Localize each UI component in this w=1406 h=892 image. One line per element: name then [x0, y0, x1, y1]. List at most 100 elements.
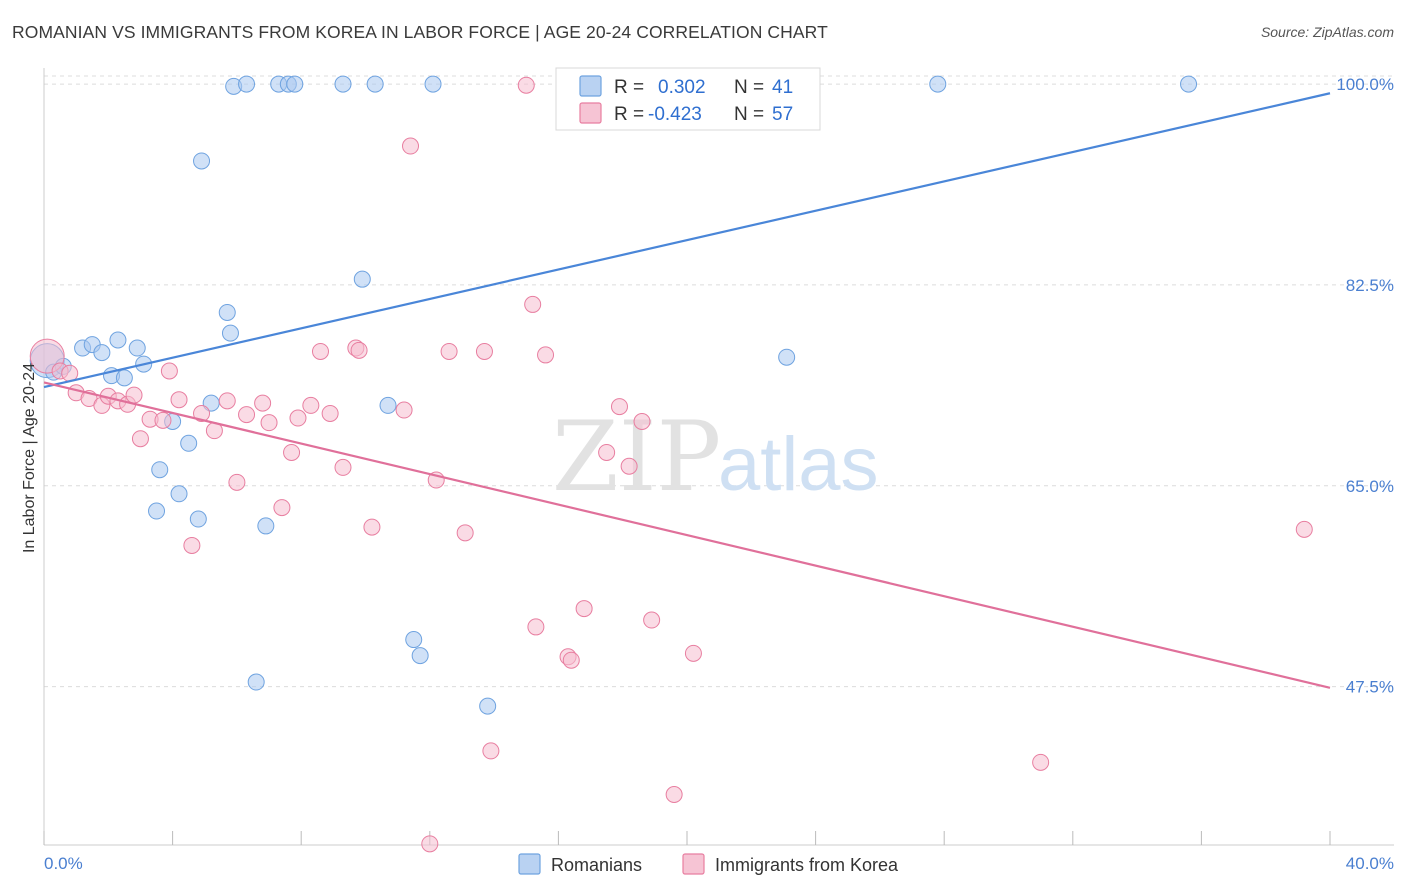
point-korea	[562, 651, 580, 669]
point-korea	[238, 406, 256, 424]
point-romanians	[353, 270, 371, 288]
point-korea	[131, 430, 149, 448]
point-korea	[350, 341, 368, 359]
point-korea	[482, 742, 500, 760]
point-korea	[302, 396, 320, 414]
point-romanians	[151, 461, 169, 479]
point-korea	[517, 76, 535, 94]
legend-swatch-korea	[579, 102, 602, 124]
point-korea	[456, 524, 474, 542]
legend-n-label-2: N =	[734, 104, 764, 125]
point-korea	[395, 401, 413, 419]
point-korea	[537, 346, 555, 364]
bottom-legend-swatch-romanians	[518, 853, 541, 875]
point-korea	[524, 295, 542, 313]
point-korea	[1295, 520, 1313, 538]
point-korea	[421, 835, 439, 853]
y-tick-label: 82.5%	[1346, 276, 1394, 295]
grid-lines	[44, 75, 1394, 688]
legend-n-value-korea: 57	[772, 104, 793, 125]
point-romanians	[424, 75, 442, 93]
point-korea	[575, 600, 593, 618]
point-korea	[475, 342, 493, 360]
series-legend: Romanians Immigrants from Korea	[518, 853, 899, 875]
point-romanians	[238, 75, 256, 93]
point-korea	[289, 409, 307, 427]
x-tick-label-min: 0.0%	[44, 854, 83, 873]
x-tick-label-max: 40.0%	[1346, 854, 1394, 873]
point-korea	[620, 457, 638, 475]
point-romanians	[929, 75, 947, 93]
y-tick-labels: 47.5% 65.0% 82.5% 100.0%	[1336, 75, 1394, 697]
point-romanians	[379, 396, 397, 414]
point-romanians	[411, 647, 429, 665]
point-romanians	[405, 631, 423, 649]
point-romanians	[366, 75, 384, 93]
point-korea	[183, 536, 201, 554]
point-romanians	[218, 303, 236, 321]
point-romanians	[257, 517, 275, 535]
point-romanians	[778, 348, 796, 366]
legend-n-label-1: N =	[734, 77, 764, 98]
chart-title: ROMANIAN VS IMMIGRANTS FROM KOREA IN LAB…	[12, 22, 828, 42]
y-tick-label: 47.5%	[1346, 678, 1394, 697]
point-korea	[610, 398, 628, 416]
point-romanians	[479, 697, 497, 715]
point-korea	[273, 499, 291, 517]
point-korea	[527, 618, 545, 636]
bottom-legend-swatch-korea	[682, 853, 705, 875]
point-romanians	[334, 75, 352, 93]
point-romanians	[1180, 75, 1198, 93]
point-korea	[125, 386, 143, 404]
legend-r-label-2: R =	[614, 104, 644, 125]
y-axis-label: In Labor Force | Age 20-24	[21, 363, 38, 553]
point-korea	[334, 458, 352, 476]
point-korea	[154, 411, 172, 429]
trend-lines	[43, 92, 1331, 689]
bottom-legend-label-korea: Immigrants from Korea	[715, 855, 899, 875]
point-korea	[160, 362, 178, 380]
bottom-legend-label-romanians: Romanians	[551, 855, 642, 875]
point-korea	[440, 342, 458, 360]
point-korea	[283, 443, 301, 461]
trend-line-romanians	[43, 92, 1331, 389]
point-korea	[633, 412, 651, 430]
correlation-legend: R = 0.302 N = 41 R = -0.423 N = 57	[555, 67, 821, 131]
point-romanians	[286, 75, 304, 93]
point-korea	[598, 443, 616, 461]
legend-r-value-korea: -0.423	[648, 104, 702, 125]
point-korea	[311, 342, 329, 360]
point-korea	[402, 137, 420, 155]
y-tick-label: 100.0%	[1336, 75, 1394, 94]
legend-swatch-romanians	[579, 75, 602, 97]
point-romanians	[189, 510, 207, 528]
x-ticks	[43, 831, 1331, 845]
legend-n-value-romanians: 41	[772, 77, 793, 98]
point-korea	[170, 391, 188, 409]
legend-r-label-1: R =	[614, 77, 644, 98]
chart-source: Source: ZipAtlas.com	[1260, 24, 1394, 40]
point-korea	[260, 414, 278, 432]
trend-line-korea	[43, 381, 1331, 689]
point-korea	[363, 518, 381, 536]
point-romanians	[128, 339, 146, 357]
point-korea	[1032, 753, 1050, 771]
y-tick-label: 65.0%	[1346, 477, 1394, 496]
point-korea	[193, 404, 211, 422]
legend-r-value-romanians: 0.302	[658, 77, 706, 98]
point-romanians	[180, 434, 198, 452]
point-romanians	[148, 502, 166, 520]
point-korea	[228, 473, 246, 491]
point-romanians	[170, 485, 188, 503]
point-romanians	[109, 331, 127, 349]
watermark: ZIP atlas	[552, 401, 879, 513]
watermark-atlas: atlas	[718, 422, 879, 507]
point-korea	[321, 404, 339, 422]
point-romanians	[115, 369, 133, 387]
point-korea	[254, 394, 272, 412]
data-points	[29, 75, 1313, 853]
point-korea	[643, 611, 661, 629]
point-korea	[684, 644, 702, 662]
point-romanians	[247, 673, 265, 691]
point-romanians	[193, 152, 211, 170]
